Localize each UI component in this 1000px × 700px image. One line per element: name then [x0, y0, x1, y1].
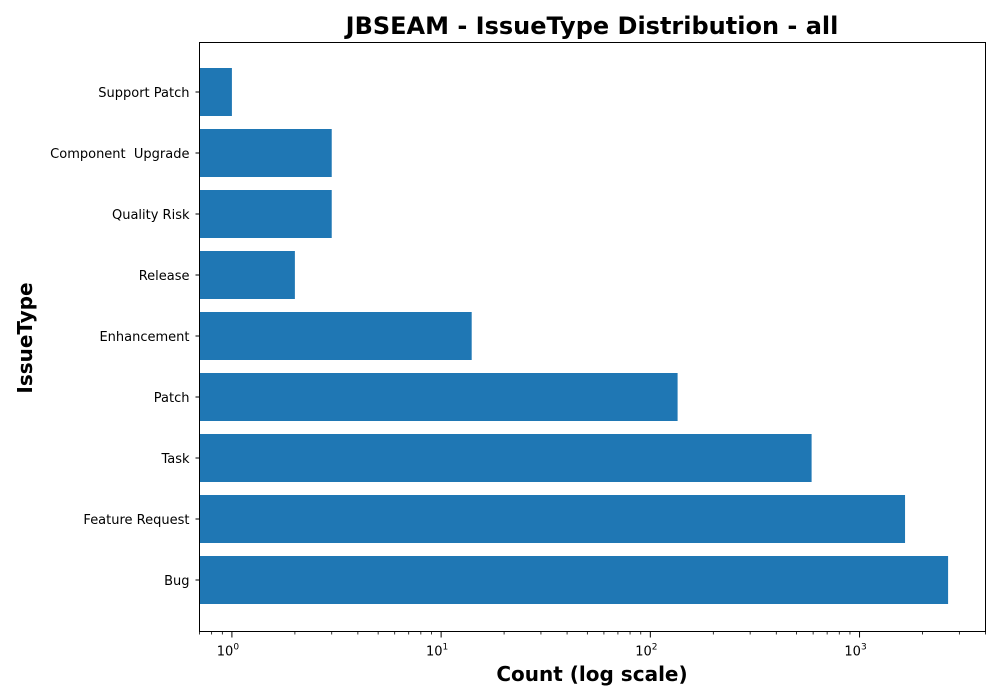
bar-bug	[199, 556, 949, 604]
y-tick-label: Feature Request	[83, 513, 189, 528]
bar-release	[199, 251, 295, 299]
plot-frame	[199, 42, 986, 632]
y-axis: Bug Feature Request Task Patch Enhancement Re…	[50, 86, 200, 589]
chart-title: JBSEAM - IssueType Distribution - all	[344, 12, 839, 40]
bar-component-upgrade	[199, 129, 332, 177]
y-tick-label: Quality Risk	[112, 208, 190, 223]
y-tick-label: Task	[160, 452, 190, 467]
x-axis-label: Count (log scale)	[496, 662, 687, 686]
bar-task	[199, 434, 812, 482]
plot-area	[199, 42, 986, 632]
x-tick-label: 100	[217, 643, 240, 660]
y-tick-label: Enhancement	[99, 330, 189, 345]
bar-quality-risk	[199, 190, 332, 238]
bar-support-patch	[199, 68, 232, 116]
bar-enhancement	[199, 312, 472, 360]
y-tick-label: Release	[139, 269, 190, 284]
bar-feature-request	[199, 495, 906, 543]
x-tick-label: 102	[635, 643, 657, 660]
bars	[199, 68, 949, 604]
x-tick-label: 101	[426, 643, 448, 660]
y-axis-label: IssueType	[13, 282, 37, 393]
y-tick-label: Component Upgrade	[50, 147, 189, 162]
y-tick-label: Bug	[164, 574, 189, 589]
x-axis: 100 101 102 103	[199, 631, 986, 660]
y-tick-label: Support Patch	[98, 86, 189, 101]
y-tick-label: Patch	[154, 391, 190, 406]
x-tick-label: 103	[844, 643, 866, 660]
bar-patch	[199, 373, 678, 421]
